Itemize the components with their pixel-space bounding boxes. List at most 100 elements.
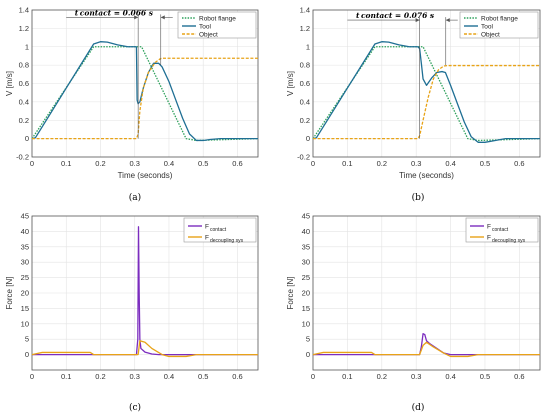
chart-panel-c: 0 0.1 0.2 0.3 0.4 0.5 0.6 0 5 10 15 20 25 30 35 40 45 For… [5, 212, 259, 413]
y-tick-label: 1.2 [19, 24, 29, 33]
y-tick-label: 0.2 [300, 116, 310, 125]
y-tick-label: 0.8 [300, 61, 310, 70]
y-tick-label: 25 [21, 273, 29, 282]
x-tick-label: 0.4 [445, 159, 455, 168]
y-tick-label: 0 [25, 350, 29, 359]
y-tick-label: 1.2 [300, 24, 310, 33]
x-tick-label: 0.2 [95, 159, 105, 168]
x-tick-label: 0.5 [480, 372, 490, 381]
x-tick-label: 0.6 [232, 372, 242, 381]
panel-caption: (b) [412, 192, 425, 203]
y-tick-label: 15 [302, 304, 310, 313]
y-tick-label: 0.8 [19, 61, 29, 70]
legend-label: Robot flange [199, 15, 236, 22]
tcontact-arrowhead-left [134, 15, 139, 20]
y-axis-label: V [m/s] [286, 71, 295, 96]
y-tick-label: 0 [25, 134, 29, 143]
y-tick-label: 30 [302, 258, 310, 267]
x-tick-label: 0.4 [164, 159, 174, 168]
tcontact-label: t contact = 0.076 s [356, 11, 435, 20]
y-tick-label: 0.4 [19, 97, 29, 106]
x-tick-label: 0.3 [130, 159, 140, 168]
plot-frame [312, 215, 541, 371]
y-tick-label: 40 [21, 227, 29, 236]
y-tick-label: 1 [306, 42, 310, 51]
tcontact-arrowhead-right [445, 18, 450, 23]
y-tick-label: 15 [21, 304, 29, 313]
legend-label-sub: decoupling sys [492, 238, 526, 244]
panel-caption: (a) [129, 192, 141, 203]
tcontact-arrowhead-right [160, 15, 165, 20]
x-tick-label: 0.5 [198, 159, 208, 168]
legend-label: F [487, 223, 491, 230]
chart-panel-d: 0 0.1 0.2 0.3 0.4 0.5 0.6 0 5 10 15 20 25 30 35 40 45 For… [286, 212, 541, 413]
x-axis-label: Time (seconds) [399, 171, 454, 180]
x-tick-label: 0.1 [342, 372, 352, 381]
legend-label: F [205, 234, 209, 241]
x-tick-label: 0.2 [377, 372, 387, 381]
series-line-f-decoupling-sys [31, 340, 258, 358]
y-tick-label: 0.6 [300, 79, 310, 88]
series-line-robot-flange [312, 46, 541, 142]
y-tick-label: 0 [306, 134, 310, 143]
legend-box [177, 11, 257, 39]
y-axis-label: Force [N] [286, 277, 295, 310]
tcontact-arrowhead-left [415, 18, 420, 23]
tcontact-annotation: t contact = 0.066 s [66, 8, 173, 139]
legend-label: Object [199, 31, 218, 38]
y-tick-label: 10 [21, 319, 29, 328]
y-tick-label: 5 [25, 335, 29, 344]
x-tick-label: 0.5 [198, 372, 208, 381]
y-tick-label: 45 [21, 212, 29, 221]
x-tick-label: 0.4 [164, 372, 174, 381]
y-tick-label: -0.2 [16, 153, 29, 162]
legend-label: Robot flange [481, 15, 518, 22]
series-line-tool [31, 41, 258, 142]
x-tick-label: 0 [311, 159, 315, 168]
x-tick-label: 0 [30, 159, 34, 168]
legend-label: F [205, 223, 209, 230]
y-tick-label: 10 [302, 319, 310, 328]
series-line-object [32, 57, 258, 140]
series-line-f-decoupling-sys [312, 341, 540, 358]
y-tick-label: 25 [302, 273, 310, 282]
x-tick-label: 0.1 [61, 372, 71, 381]
y-tick-label: 0 [306, 350, 310, 359]
y-tick-label: 20 [21, 289, 29, 298]
y-tick-label: 1.4 [19, 6, 29, 15]
y-tick-label: 0.6 [19, 79, 29, 88]
tcontact-annotation: t contact = 0.076 s [347, 11, 458, 139]
y-tick-label: -0.2 [297, 153, 310, 162]
plot-frame [31, 9, 259, 158]
y-tick-label: 30 [21, 258, 29, 267]
y-tick-label: 40 [302, 227, 310, 236]
legend-box [459, 11, 539, 39]
series-line-tool [312, 41, 540, 143]
legend-label: Tool [199, 23, 211, 30]
series-line-f-contact [32, 226, 258, 356]
legend-label-sub: contact [210, 227, 227, 233]
y-tick-label: 35 [302, 242, 310, 251]
x-tick-label: 0.4 [445, 372, 455, 381]
legend-label-sub: decoupling sys [210, 238, 244, 244]
y-tick-label: 20 [302, 289, 310, 298]
x-tick-label: 0.6 [232, 159, 242, 168]
plot-frame [312, 9, 541, 158]
legend-box [465, 217, 539, 243]
chart-panel-a: 0 0.1 0.2 0.3 0.4 0.5 0.6-0.200.20.40.60.811.2… [5, 6, 259, 203]
tcontact-label: t contact = 0.066 s [75, 8, 154, 17]
series-line-object [313, 64, 540, 140]
legend-label: Tool [481, 23, 493, 30]
y-axis-label: V [m/s] [5, 71, 14, 96]
legend-label-sub: contact [492, 227, 509, 233]
legend-label: F [487, 234, 491, 241]
x-tick-label: 0 [30, 372, 34, 381]
y-axis-label: Force [N] [5, 277, 14, 310]
y-tick-label: 35 [21, 242, 29, 251]
x-tick-label: 0.5 [480, 159, 490, 168]
chart-panel-b: 0 0.1 0.2 0.3 0.4 0.5 0.6-0.200.20.40.60.811.2… [286, 6, 541, 203]
x-tick-label: 0.6 [514, 372, 524, 381]
